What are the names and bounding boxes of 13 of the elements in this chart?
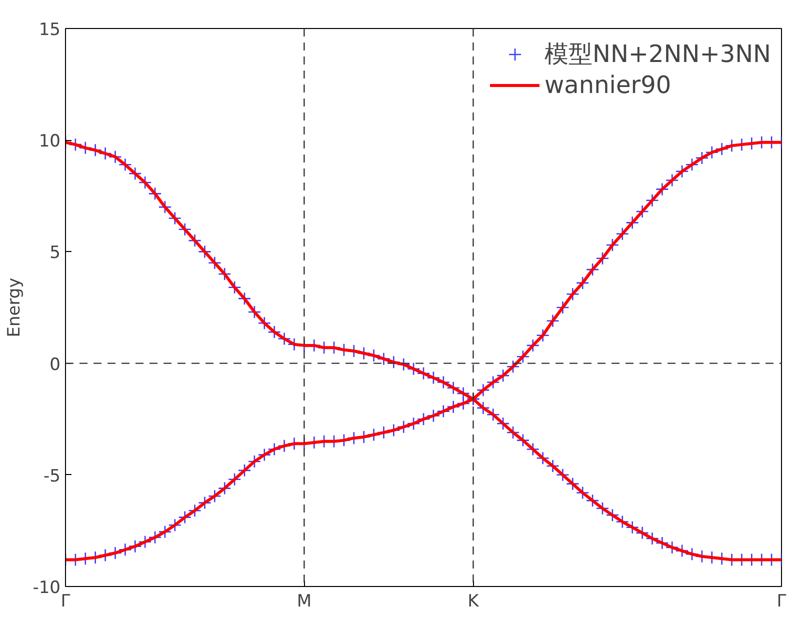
y-tick-label: -10 [32,578,61,598]
y-tick-label: 5 [50,243,61,264]
x-tick-label: Γ [60,592,71,612]
y-tick-label: 10 [38,132,61,152]
x-tick-label: Γ [776,592,787,612]
legend-label: 模型NN+2NN+3NN [544,39,771,70]
y-tick-label: 15 [38,20,61,40]
y-axis-title: Energy [4,278,25,338]
legend-label: wannier90 [544,71,672,99]
x-tick-label: M [296,592,312,612]
y-tick-label: 0 [50,354,61,375]
y-tick-label: -5 [44,466,61,486]
x-tick-label: K [468,592,480,612]
